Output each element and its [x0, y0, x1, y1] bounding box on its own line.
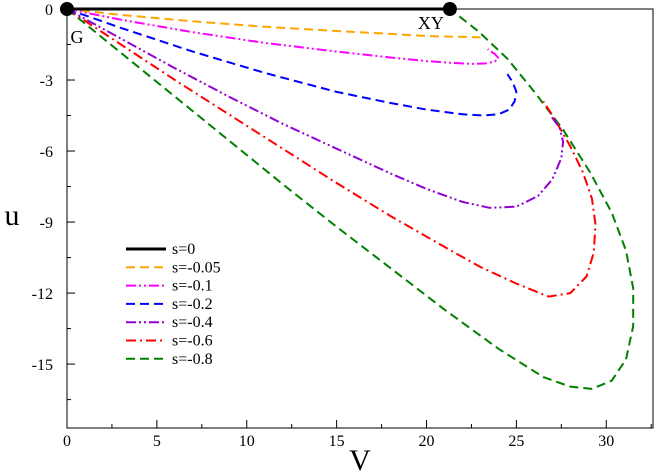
x-tick-label-6: 30 [598, 433, 614, 450]
points-layer: G XY [60, 2, 457, 47]
y-axis-label: u [5, 199, 20, 232]
x-tick-label-5: 25 [508, 433, 524, 450]
legend-label-6: s=-0.8 [172, 351, 213, 368]
x-tick-label-3: 15 [329, 433, 345, 450]
point-marker-0 [60, 2, 74, 16]
series-line-4 [66, 8, 565, 209]
x-axis-label: V [349, 444, 371, 472]
legend-label-1: s=-0.05 [172, 259, 221, 276]
point-marker-1 [442, 2, 457, 16]
point-label-0: G [71, 27, 84, 47]
y-tick-label-1: -3 [40, 73, 53, 90]
series-line-3 [66, 8, 518, 117]
point-label-1: XY [418, 13, 444, 33]
x-tick-label-4: 20 [419, 433, 435, 450]
legend-label-2: s=-0.1 [172, 278, 213, 295]
series-line-2 [66, 8, 500, 65]
legend-label-4: s=-0.4 [172, 314, 213, 331]
plot-frame [66, 8, 654, 429]
y-tick-label-3: -9 [40, 215, 53, 232]
y-tick-label-5: -15 [32, 357, 53, 374]
series-layer [66, 7, 635, 390]
legend-label-3: s=-0.2 [172, 296, 213, 313]
legend-label-0: s=0 [172, 241, 195, 258]
y-tick-label-4: -12 [32, 286, 53, 303]
x-tick-label-2: 10 [239, 433, 255, 450]
legend: s=0s=-0.05 s=-0.1s=-0.2s=-0.4 s=-0.6s=-0.8 [126, 241, 221, 368]
legend-label-5: s=-0.6 [172, 333, 213, 350]
ticks-layer: 0 5 10 15 20 25 30 0 -3 -6 -9 -12 -15 [32, 2, 652, 450]
x-tick-label-0: 0 [63, 433, 71, 450]
y-tick-label-2: -6 [40, 144, 53, 161]
x-tick-label-1: 5 [153, 433, 161, 450]
y-tick-label-0: 0 [45, 2, 53, 19]
series-line-1 [66, 8, 481, 39]
series-line-5 [66, 8, 597, 298]
